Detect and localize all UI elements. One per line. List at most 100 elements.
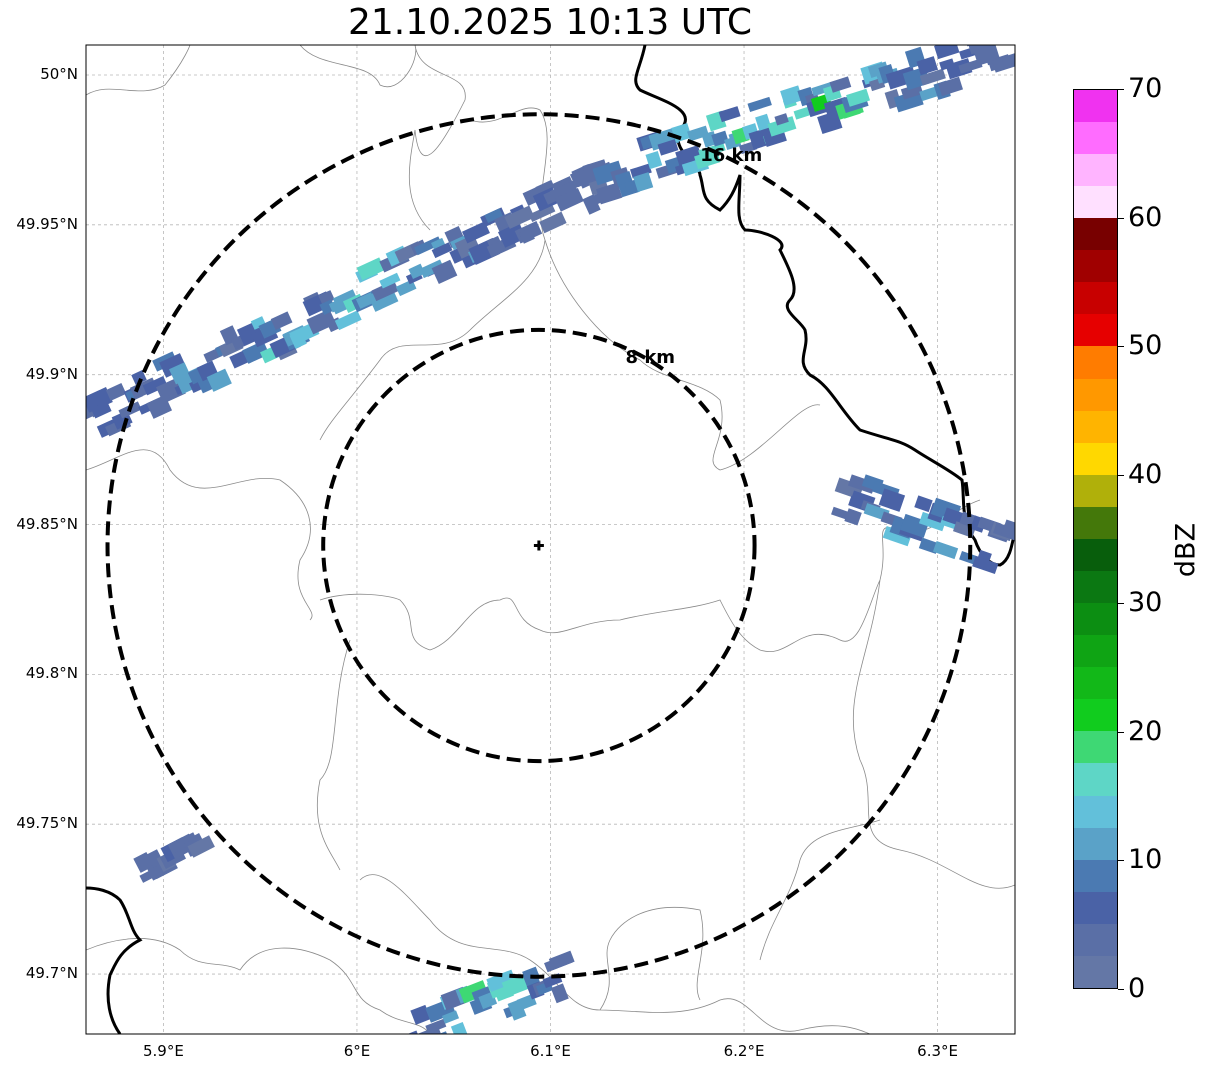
echo-pixel [471, 986, 492, 1002]
echo-pixel [458, 980, 489, 1004]
echo-pixel [774, 113, 789, 126]
national-border-southwest [86, 886, 143, 1034]
x-tick-label: 6.3°E [917, 1042, 958, 1060]
echo-pixel [919, 86, 940, 102]
x-tick-label: 6.1°E [530, 1042, 571, 1060]
colorbar-tick-mark [1118, 474, 1124, 476]
echo-pixel [780, 85, 803, 106]
echo-pixel [270, 311, 293, 331]
y-tick-label: 49.8°N [25, 664, 78, 683]
echo-pixel [829, 76, 852, 93]
echo-pixel [983, 45, 1007, 46]
echo-pixel [878, 488, 906, 512]
echo-pixel [442, 1010, 460, 1024]
regional-boundary [86, 45, 1015, 1034]
colorbar-tick-label: 70 [1128, 73, 1163, 104]
echo-pixel [486, 969, 517, 992]
plot-frame [85, 44, 1016, 1035]
echo-pixel [356, 257, 386, 281]
colorbar-segment [1074, 250, 1117, 283]
echo-pixel [504, 205, 535, 229]
echo-pixel [415, 1025, 444, 1034]
colorbar-segment [1074, 442, 1117, 475]
colorbar-segment [1074, 603, 1117, 636]
echo-pixel [425, 1018, 447, 1034]
echo-pixel [550, 983, 569, 1004]
radar-echoes [86, 45, 1015, 1034]
echo-pixel [937, 76, 963, 97]
echo-pixel [334, 310, 362, 331]
y-tick-label: 50°N [40, 64, 78, 83]
echo-pixel [548, 950, 575, 970]
echo-pixel [461, 221, 490, 244]
echo-pixel [767, 116, 797, 137]
y-tick-label: 49.75°N [16, 814, 78, 833]
echo-pixel [847, 474, 876, 494]
colorbar-segment [1074, 506, 1117, 539]
echo-pixel [972, 555, 999, 575]
echo-pixel [844, 508, 862, 526]
echo-pixel [431, 259, 458, 285]
colorbar-tick-label: 20 [1128, 715, 1163, 747]
echo-pixel [306, 309, 337, 335]
echo-pixel [1000, 519, 1015, 541]
colorbar-label: dBZ [1166, 520, 1206, 580]
echo-pixel [629, 163, 652, 179]
colorbar-segment [1074, 474, 1117, 507]
echo-pixel [914, 495, 933, 513]
colorbar-segment [1074, 538, 1117, 571]
echo-pixel [142, 376, 168, 396]
echo-pixel [747, 96, 772, 112]
colorbar-tick-mark [1118, 860, 1124, 862]
colorbar-segment [1074, 827, 1117, 860]
echo-pixel [900, 83, 924, 100]
colorbar-segment [1074, 378, 1117, 411]
echo-pixel [554, 187, 584, 212]
echo-pixel [934, 45, 960, 60]
ring-label-8km: 8 km [625, 347, 676, 369]
colorbar-segment [1074, 410, 1117, 443]
echo-pixel [916, 56, 938, 76]
graticule [86, 45, 1015, 1034]
colorbar-tick-mark [1118, 89, 1124, 90]
echo-pixel [958, 58, 983, 74]
echo-pixel [755, 113, 772, 131]
echo-pixel [846, 88, 871, 107]
colorbar-segment [1074, 859, 1117, 892]
colorbar-segment [1074, 89, 1117, 122]
echo-pixel [645, 150, 663, 170]
echo-pixel [811, 82, 833, 97]
colorbar-segment [1074, 699, 1117, 732]
map-title: 21.10.2025 10:13 UTC [347, 2, 753, 43]
echo-pixel [519, 228, 535, 244]
echo-pixel [962, 45, 993, 47]
range-ring-8km [321, 327, 757, 764]
y-tick-label: 49.95°N [16, 214, 78, 233]
echo-pixel [582, 194, 601, 215]
echo-pixel [371, 280, 399, 302]
colorbar-segment [1074, 667, 1117, 700]
echo-pixel [711, 130, 729, 147]
echo-pixel [549, 180, 578, 201]
colorbar-segment [1074, 282, 1117, 315]
echo-pixel [414, 236, 442, 256]
colorbar-tick-label: 40 [1128, 458, 1163, 490]
echo-pixel [484, 208, 503, 223]
echo-pixel [410, 1004, 431, 1025]
colorbar-segment [1074, 570, 1117, 604]
colorbar-segment [1074, 121, 1117, 154]
echo-pixel [450, 1022, 469, 1034]
echo-pixel [242, 340, 270, 364]
colorbar [1073, 89, 1118, 989]
y-tick-label: 49.85°N [16, 514, 78, 533]
echo-pixel [105, 383, 127, 401]
echo-pixel [694, 149, 721, 170]
colorbar-segment [1074, 891, 1117, 924]
echo-pixel [187, 835, 215, 858]
x-tick-label: 5.9°E [142, 1042, 184, 1060]
northeast-band [578, 45, 1015, 205]
echo-pixel [1001, 52, 1015, 67]
echo-pixel [932, 540, 959, 560]
echo-pixel [408, 263, 426, 280]
